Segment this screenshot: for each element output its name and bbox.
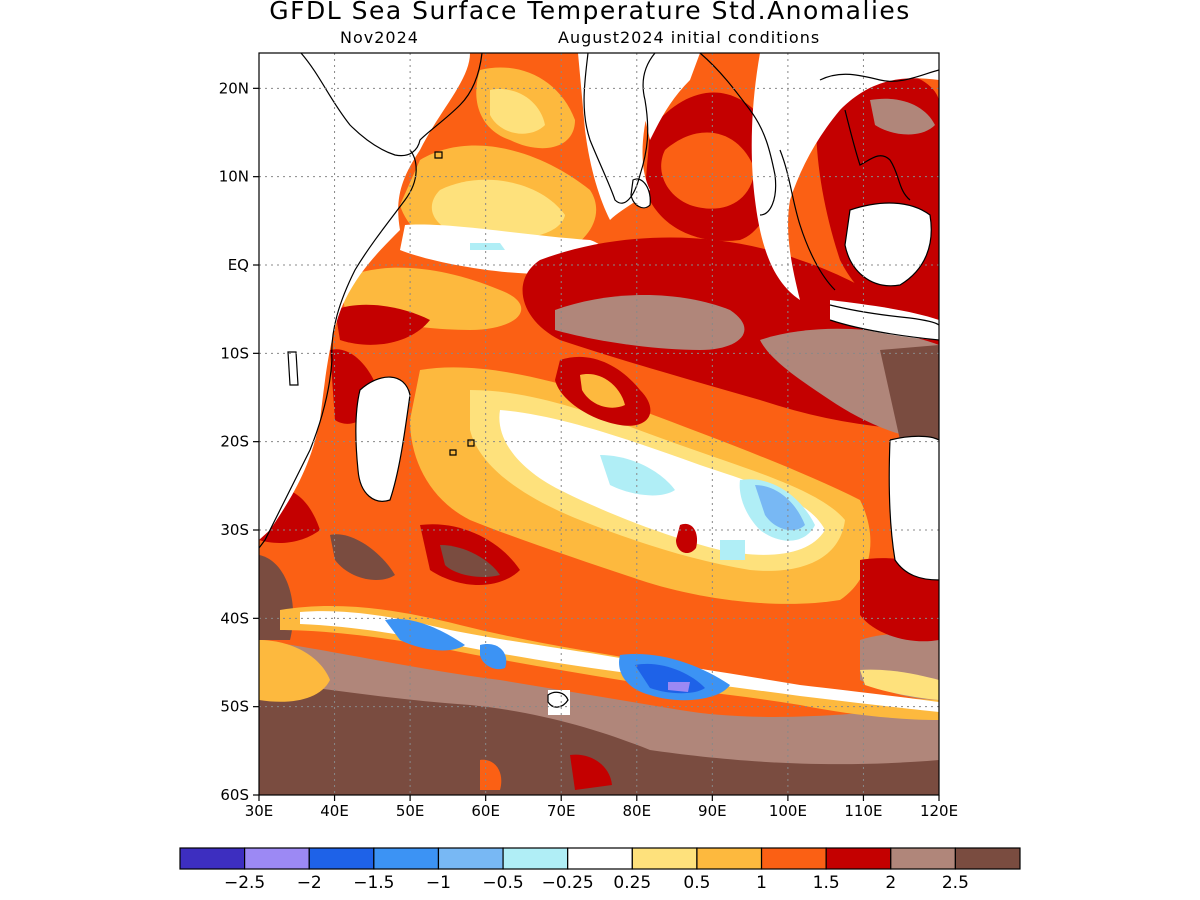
colorbar-swatch (696, 847, 763, 870)
colorbar-label: 2 (885, 873, 896, 893)
lon-tick-label: 70E (547, 802, 576, 820)
lat-tick-label: 20S (220, 433, 249, 451)
lon-tick-label: 40E (320, 802, 349, 820)
grid-lines (259, 53, 939, 795)
colorbar-swatch (502, 847, 569, 870)
latitude-axis: 20N 10N EQ 10S 20S 30S 40S 50S 60S (219, 79, 259, 804)
lon-tick-label: 80E (622, 802, 651, 820)
plot-frame (258, 52, 940, 796)
lon-tick-label: 90E (698, 802, 727, 820)
colorbar-label: 0.25 (613, 873, 651, 893)
colorbar-swatch (954, 847, 1021, 870)
colorbar-swatch (373, 847, 440, 870)
initial-conditions-label: August2024 initial conditions (558, 28, 821, 47)
colorbar-swatch (179, 847, 246, 870)
colorbar-label: −0.25 (542, 873, 594, 893)
lat-tick-label: EQ (228, 256, 249, 274)
colorbar-swatch (760, 847, 827, 870)
coastlines (259, 53, 939, 708)
colorbar-label: −1.5 (353, 873, 394, 893)
lon-tick-label: 30E (245, 802, 274, 820)
lat-tick-label: 10S (220, 344, 249, 362)
lon-tick-label: 50E (396, 802, 425, 820)
colorbar-swatch (890, 847, 956, 870)
colorbar-label: 0.5 (683, 873, 710, 893)
lat-tick-label: 30S (220, 521, 249, 539)
colorbar-swatch (631, 847, 698, 870)
forecast-month-label: Nov2024 (340, 28, 419, 47)
colorbar-label: 1 (756, 873, 767, 893)
colorbar-swatch (437, 847, 504, 870)
lat-tick-label: 60S (220, 786, 249, 804)
colorbar-swatch (567, 847, 633, 870)
lon-tick-label: 110E (844, 802, 882, 820)
colorbar-label: 2.5 (942, 873, 969, 893)
colorbar-swatch (308, 847, 375, 870)
colorbar: −2.5 −2 −1.5 −1 −0.5 −0.25 0.25 0.5 1 1.5 2 2.5 (179, 847, 1021, 893)
colorbar-label: −2.5 (224, 873, 265, 893)
figure-title: GFDL Sea Surface Temperature Std.Anomali… (269, 0, 911, 25)
lat-tick-label: 50S (220, 698, 249, 716)
lon-tick-label: 120E (920, 802, 958, 820)
lon-tick-label: 100E (769, 802, 807, 820)
longitude-axis: 30E 40E 50E 60E 70E 80E 90E 100E 110E 120E (245, 795, 958, 820)
colorbar-swatch (825, 847, 892, 870)
land-mask (259, 53, 939, 715)
colorbar-label: −2 (297, 873, 322, 893)
colorbar-label: −1 (426, 873, 451, 893)
colorbar-label: −0.5 (482, 873, 523, 893)
colorbar-swatch (244, 847, 310, 870)
lon-tick-label: 60E (471, 802, 500, 820)
colorbar-label: 1.5 (813, 873, 840, 893)
anomaly-shading (259, 53, 939, 795)
lat-tick-label: 10N (219, 168, 249, 186)
lat-tick-label: 20N (219, 79, 249, 97)
lat-tick-label: 40S (220, 609, 249, 627)
